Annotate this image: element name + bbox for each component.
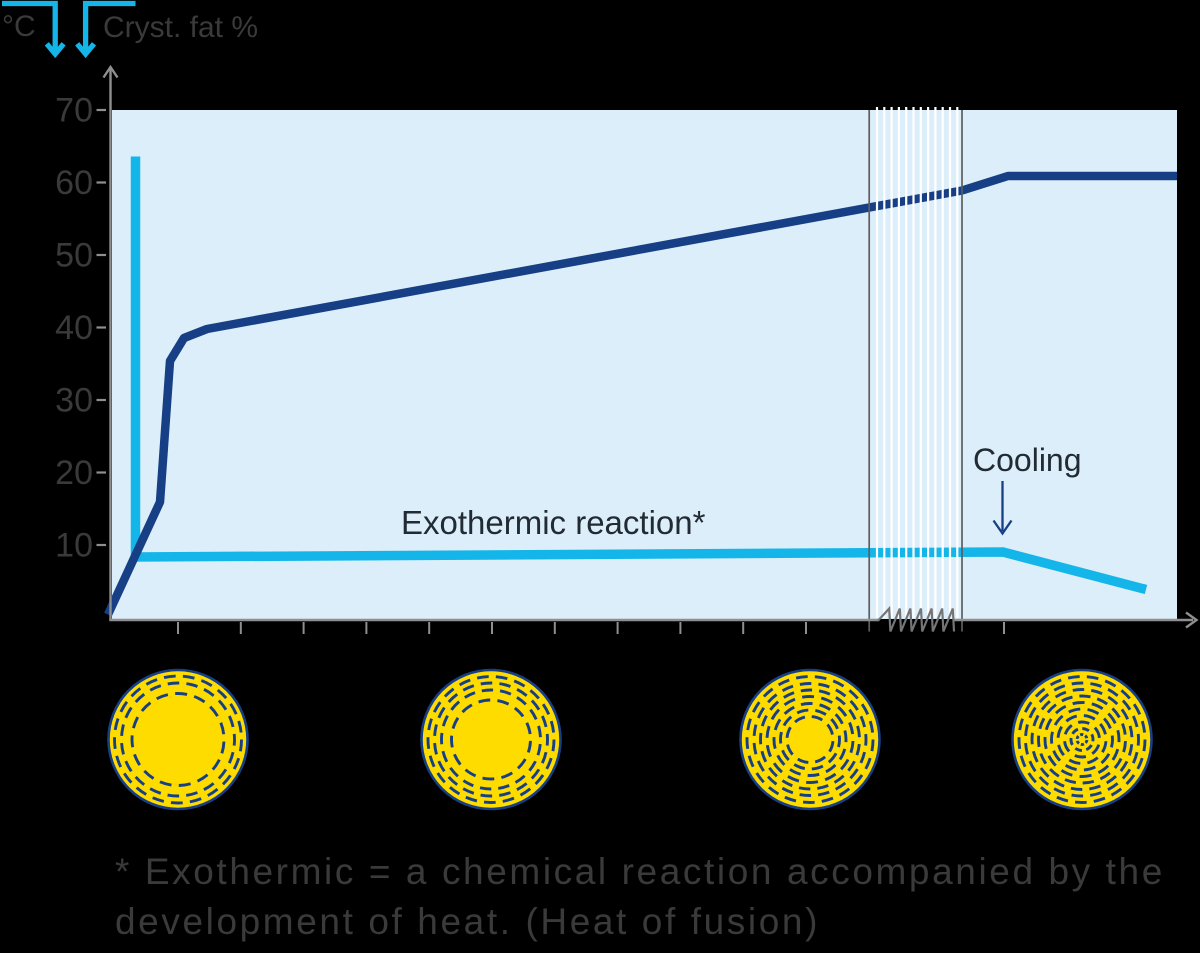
svg-text:Exothermic reaction*: Exothermic reaction* (401, 504, 706, 541)
svg-text:30: 30 (55, 382, 93, 420)
svg-text:°C: °C (2, 10, 36, 43)
svg-text:70: 70 (55, 92, 93, 130)
svg-text:20: 20 (55, 454, 93, 492)
svg-text:Cryst. fat %: Cryst. fat % (103, 11, 258, 44)
svg-text:50: 50 (55, 237, 93, 275)
svg-text:development of heat. (Heat of: development of heat. (Heat of fusion) (115, 901, 820, 942)
svg-text:10: 10 (55, 527, 93, 565)
svg-text:* Exothermic = a chemical reac: * Exothermic = a chemical reaction accom… (115, 851, 1165, 892)
svg-text:40: 40 (55, 309, 93, 347)
svg-text:60: 60 (55, 164, 93, 202)
svg-text:Cooling: Cooling (973, 442, 1082, 478)
